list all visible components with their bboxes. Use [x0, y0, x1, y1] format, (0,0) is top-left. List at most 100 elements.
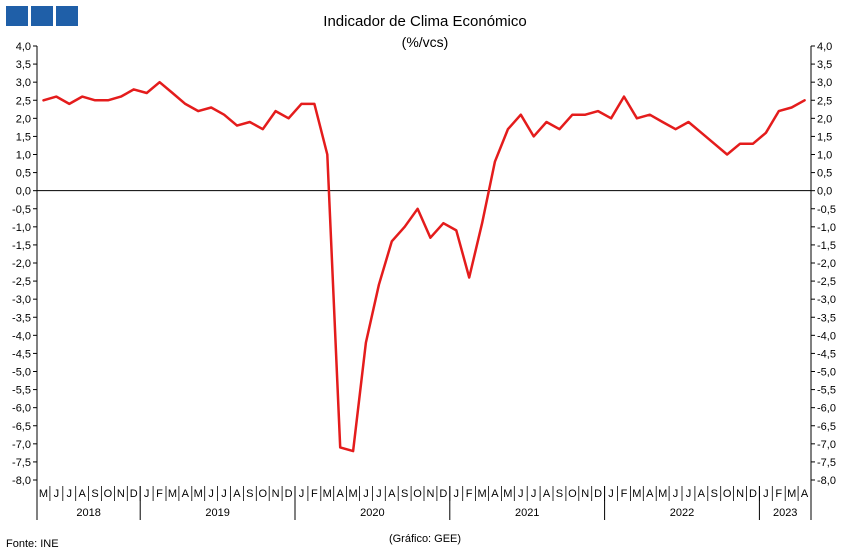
x-month-label: J — [299, 488, 305, 500]
y-tick-label-left: 0,0 — [16, 186, 31, 198]
x-year-label: 2020 — [360, 507, 384, 519]
x-month-label: J — [531, 488, 537, 500]
x-month-label: M — [477, 488, 486, 500]
x-month-label: N — [272, 488, 280, 500]
x-month-label: M — [348, 488, 357, 500]
x-month-label: J — [673, 488, 679, 500]
x-month-label: O — [413, 488, 422, 500]
y-tick-label-left: -4,5 — [12, 348, 31, 360]
x-month-label: F — [466, 488, 473, 500]
y-tick-label-right: -8,0 — [817, 475, 836, 487]
y-tick-label-left: -0,5 — [12, 204, 31, 216]
logo-square-3 — [56, 6, 78, 26]
x-month-label: A — [543, 488, 551, 500]
x-month-label: O — [258, 488, 267, 500]
x-year-label: 2019 — [205, 507, 229, 519]
x-month-label: J — [763, 488, 769, 500]
y-tick-label-left: -7,5 — [12, 457, 31, 469]
x-month-label: J — [686, 488, 692, 500]
x-month-label: N — [117, 488, 125, 500]
y-tick-label-right: -1,0 — [817, 222, 836, 234]
y-tick-label-left: -6,5 — [12, 421, 31, 433]
x-month-label: O — [104, 488, 113, 500]
y-tick-label-left: -2,5 — [12, 276, 31, 288]
x-month-label: M — [658, 488, 667, 500]
x-month-label: F — [156, 488, 163, 500]
x-month-label: M — [194, 488, 203, 500]
x-month-label: F — [621, 488, 628, 500]
y-tick-label-right: -5,5 — [817, 385, 836, 397]
x-month-label: N — [581, 488, 589, 500]
x-month-label: S — [401, 488, 408, 500]
x-month-label: J — [144, 488, 150, 500]
x-month-label: J — [208, 488, 214, 500]
x-month-label: J — [221, 488, 227, 500]
y-tick-label-right: -3,5 — [817, 312, 836, 324]
y-tick-label-right: 4,0 — [817, 41, 832, 53]
y-tick-label-right: 3,5 — [817, 59, 832, 71]
y-tick-label-left: -3,0 — [12, 294, 31, 306]
x-month-label: J — [518, 488, 524, 500]
y-tick-label-left: -7,0 — [12, 439, 31, 451]
x-month-label: A — [336, 488, 344, 500]
y-tick-label-left: 1,0 — [16, 150, 31, 162]
x-month-label: J — [608, 488, 614, 500]
chart-credit: (Gráfico: GEE) — [388, 533, 462, 545]
y-tick-label-right: 3,0 — [817, 77, 832, 89]
x-month-label: D — [130, 488, 138, 500]
x-month-label: M — [503, 488, 512, 500]
y-tick-label-right: -0,5 — [817, 204, 836, 216]
y-tick-label-right: -4,5 — [817, 348, 836, 360]
x-month-label: N — [736, 488, 744, 500]
y-tick-label-left: 4,0 — [16, 41, 31, 53]
y-tick-label-right: 0,5 — [817, 168, 832, 180]
y-tick-label-left: -8,0 — [12, 475, 31, 487]
y-tick-label-left: 1,5 — [16, 131, 31, 143]
x-month-label: J — [376, 488, 382, 500]
y-tick-label-right: 1,0 — [817, 150, 832, 162]
y-tick-label-right: 2,0 — [817, 113, 832, 125]
y-tick-label-right: -1,5 — [817, 240, 836, 252]
series-line — [42, 80, 806, 453]
x-month-label: A — [233, 488, 241, 500]
x-month-label: F — [311, 488, 318, 500]
x-year-label: 2018 — [76, 507, 100, 519]
y-tick-label-left: 3,5 — [16, 59, 31, 71]
y-tick-label-left: -1,0 — [12, 222, 31, 234]
y-tick-label-right: 2,5 — [817, 95, 832, 107]
logo-square-1 — [6, 6, 28, 26]
x-month-label: D — [285, 488, 293, 500]
x-month-label: A — [698, 488, 706, 500]
source-note: Fonte: INE — [6, 538, 59, 550]
x-year-label: 2022 — [670, 507, 694, 519]
y-tick-label-left: -5,0 — [12, 367, 31, 379]
x-month-label: S — [91, 488, 98, 500]
x-year-label: 2023 — [773, 507, 797, 519]
x-month-label: A — [388, 488, 396, 500]
x-month-label: D — [439, 488, 447, 500]
x-month-label: D — [594, 488, 602, 500]
y-tick-label-left: -3,5 — [12, 312, 31, 324]
chart-subtitle: (%/vcs) — [401, 34, 449, 50]
y-tick-label-right: 1,5 — [817, 131, 832, 143]
x-month-label: J — [67, 488, 73, 500]
y-tick-label-right: -3,0 — [817, 294, 836, 306]
y-tick-label-right: -2,5 — [817, 276, 836, 288]
y-tick-label-left: -1,5 — [12, 240, 31, 252]
y-tick-label-left: -5,5 — [12, 385, 31, 397]
y-tick-label-left: 0,5 — [16, 168, 31, 180]
y-tick-label-right: -2,0 — [817, 258, 836, 270]
x-month-label: N — [426, 488, 434, 500]
y-tick-label-right: 0,0 — [817, 186, 832, 198]
x-month-label: D — [749, 488, 757, 500]
x-month-label: O — [723, 488, 732, 500]
x-month-label: A — [182, 488, 190, 500]
y-tick-label-left: -4,0 — [12, 330, 31, 342]
y-tick-label-left: 3,0 — [16, 77, 31, 89]
y-tick-label-right: -7,5 — [817, 457, 836, 469]
y-tick-label-right: -6,0 — [817, 403, 836, 415]
y-tick-label-left: 2,5 — [16, 95, 31, 107]
x-month-label: O — [568, 488, 577, 500]
x-month-label: S — [711, 488, 718, 500]
